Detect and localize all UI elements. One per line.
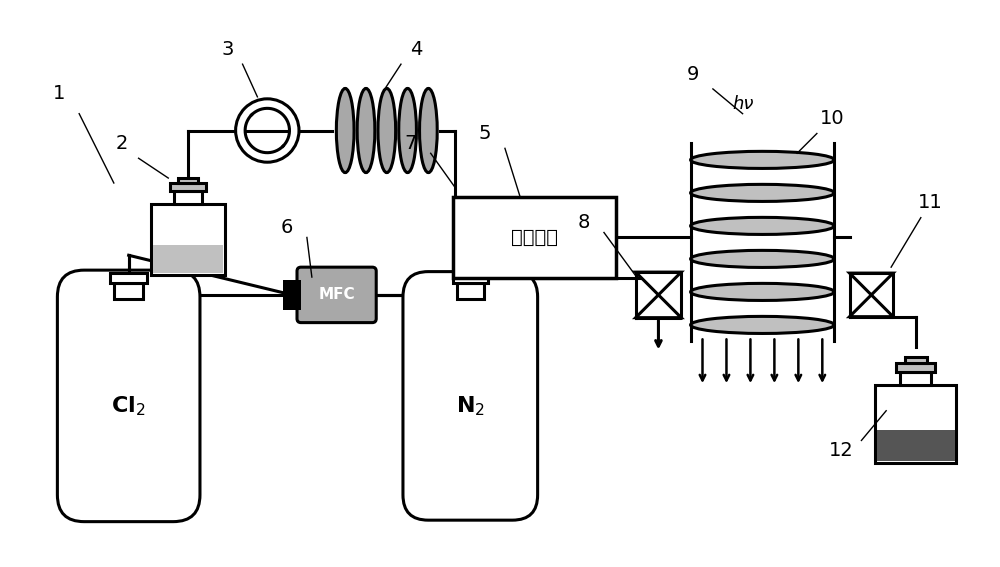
Text: 1: 1 <box>53 84 66 103</box>
Text: 12: 12 <box>829 441 854 460</box>
Bar <box>877 430 955 461</box>
Text: 3: 3 <box>222 40 234 59</box>
Bar <box>153 245 223 273</box>
Polygon shape <box>850 295 893 317</box>
Ellipse shape <box>691 316 834 333</box>
Ellipse shape <box>399 88 416 172</box>
Ellipse shape <box>691 184 834 201</box>
Bar <box>174 192 202 204</box>
Bar <box>905 357 927 362</box>
Ellipse shape <box>378 88 396 172</box>
Text: 11: 11 <box>918 193 943 212</box>
Text: 7: 7 <box>405 134 417 153</box>
FancyBboxPatch shape <box>57 270 200 522</box>
Text: 4: 4 <box>410 40 422 59</box>
Bar <box>283 280 301 310</box>
FancyBboxPatch shape <box>151 204 225 274</box>
Ellipse shape <box>336 88 354 172</box>
Bar <box>114 283 143 299</box>
Bar <box>457 283 484 299</box>
Ellipse shape <box>420 88 437 172</box>
Ellipse shape <box>691 284 834 301</box>
FancyBboxPatch shape <box>297 267 376 323</box>
Text: 6: 6 <box>281 218 293 237</box>
Circle shape <box>236 99 299 162</box>
Polygon shape <box>636 295 681 318</box>
Ellipse shape <box>691 251 834 268</box>
Text: N$_2$: N$_2$ <box>456 394 485 417</box>
Text: 9: 9 <box>687 65 699 83</box>
Text: 微反应器: 微反应器 <box>511 228 558 247</box>
Bar <box>170 183 206 192</box>
Polygon shape <box>850 273 893 295</box>
Text: 5: 5 <box>479 124 491 143</box>
Text: 2: 2 <box>116 134 128 153</box>
Ellipse shape <box>691 151 834 168</box>
Bar <box>110 273 147 283</box>
Text: hν: hν <box>732 95 753 113</box>
Bar <box>896 362 935 371</box>
Bar <box>900 371 931 386</box>
Bar <box>453 197 616 278</box>
Ellipse shape <box>357 88 375 172</box>
Bar <box>178 178 198 183</box>
Text: 8: 8 <box>578 213 590 232</box>
Polygon shape <box>636 272 681 295</box>
Text: MFC: MFC <box>318 287 355 302</box>
FancyBboxPatch shape <box>403 272 538 520</box>
Text: Cl$_2$: Cl$_2$ <box>111 394 146 417</box>
FancyBboxPatch shape <box>875 386 956 463</box>
Bar <box>453 273 488 283</box>
Text: 10: 10 <box>819 109 844 128</box>
Ellipse shape <box>691 217 834 234</box>
